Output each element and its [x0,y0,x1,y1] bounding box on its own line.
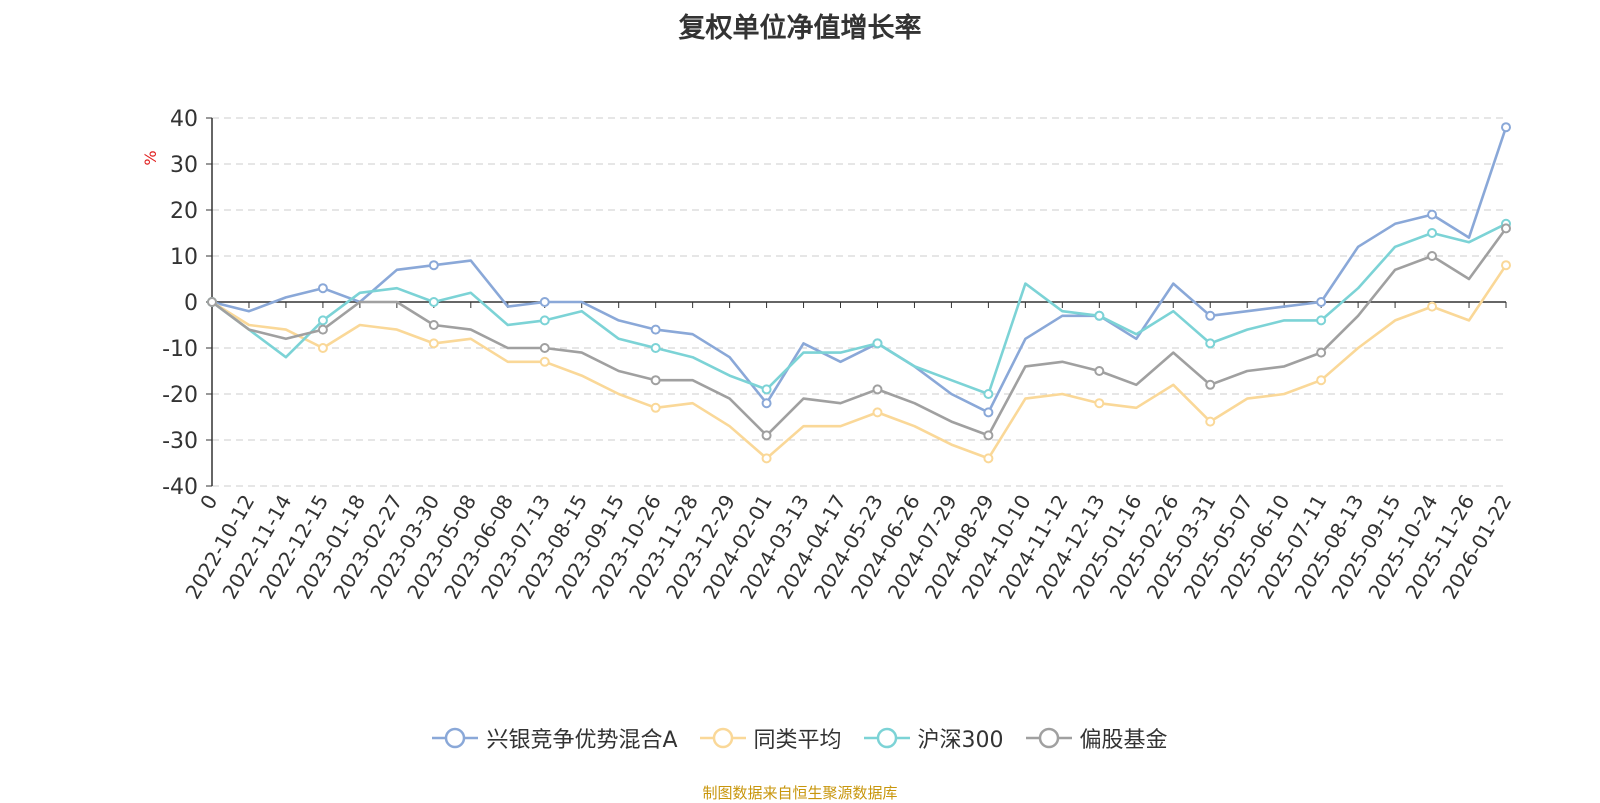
series-line-3 [211,227,1508,437]
series-point [1316,375,1327,386]
series-point [317,343,328,353]
series-point [1427,301,1438,312]
y-tick-label: -10 [162,337,198,362]
series-point [1094,310,1105,321]
legend-label: 兴银竞争优势混合A [486,728,678,753]
legend-swatch-icon [863,727,910,749]
legend-swatch-icon [699,727,746,749]
series-point [539,315,550,326]
series-point [1427,209,1438,220]
legend[interactable]: 兴银竞争优势混合A 同类平均 沪深300 偏股基金 [0,722,1600,754]
series-point [761,384,772,395]
y-tick-label: 10 [170,245,198,270]
source-note: 制图数据来自恒生聚源数据库 [702,784,898,802]
series-point [650,343,661,353]
x-tick-label: 0 [195,491,222,514]
legend-item-3[interactable]: 偏股基金 [1025,722,1168,754]
series-point [650,324,661,335]
legend-label: 沪深300 [917,728,1004,753]
y-tick-label: -40 [162,475,198,500]
y-tick-label: 40 [170,107,198,132]
series-point [650,375,661,386]
series-line-0 [211,126,1508,414]
series-point [1501,223,1511,234]
chart-title: 复权单位净值增长率 [678,13,922,44]
series-point [1427,251,1438,261]
y-tick-label: 20 [170,199,198,224]
series-point [872,384,883,395]
series-point [761,453,772,464]
series-point [983,407,994,418]
series-point [1316,297,1327,307]
y-tick-label: 0 [184,291,198,316]
series-point [317,315,328,326]
series-line-1 [211,264,1508,460]
series-point [872,338,883,349]
legend-swatch-icon [432,727,479,749]
series-point [761,430,772,441]
series-point [1205,379,1216,390]
series-line-2 [211,222,1507,396]
legend-item-2[interactable]: 沪深300 [863,722,1004,754]
y-axis-label: % [141,150,160,165]
series-point [1205,338,1216,349]
legend-label: 同类平均 [753,728,842,753]
series-point [983,389,994,399]
series-point [983,430,994,441]
y-tick-label: 30 [170,153,198,178]
series-point [428,260,439,271]
series-point [539,343,550,353]
series-point [983,453,994,464]
series-point [761,398,772,409]
series-point [1316,347,1327,358]
series-point [539,297,550,307]
series-point [428,320,439,330]
series-point [1501,122,1511,133]
legend-item-1[interactable]: 同类平均 [699,722,842,754]
legend-swatch-icon [1025,727,1072,749]
series-point [428,338,439,349]
series-point [1205,310,1216,321]
series-point [1205,416,1216,427]
series-point [428,297,439,307]
series-point [1501,260,1511,271]
series-point [1094,366,1105,376]
series-point [317,283,328,294]
series-point [207,297,217,307]
legend-label: 偏股基金 [1079,728,1168,753]
legend-item-0[interactable]: 兴银竞争优势混合A [432,722,678,754]
series-point [1427,228,1438,238]
series-point [650,402,661,413]
y-tick-label: -30 [162,429,198,454]
series-point [872,407,883,418]
series-point [317,324,328,335]
series-point [539,356,550,367]
y-tick-label: -20 [162,383,198,408]
series-point [1094,398,1105,409]
series-point [1316,315,1327,326]
